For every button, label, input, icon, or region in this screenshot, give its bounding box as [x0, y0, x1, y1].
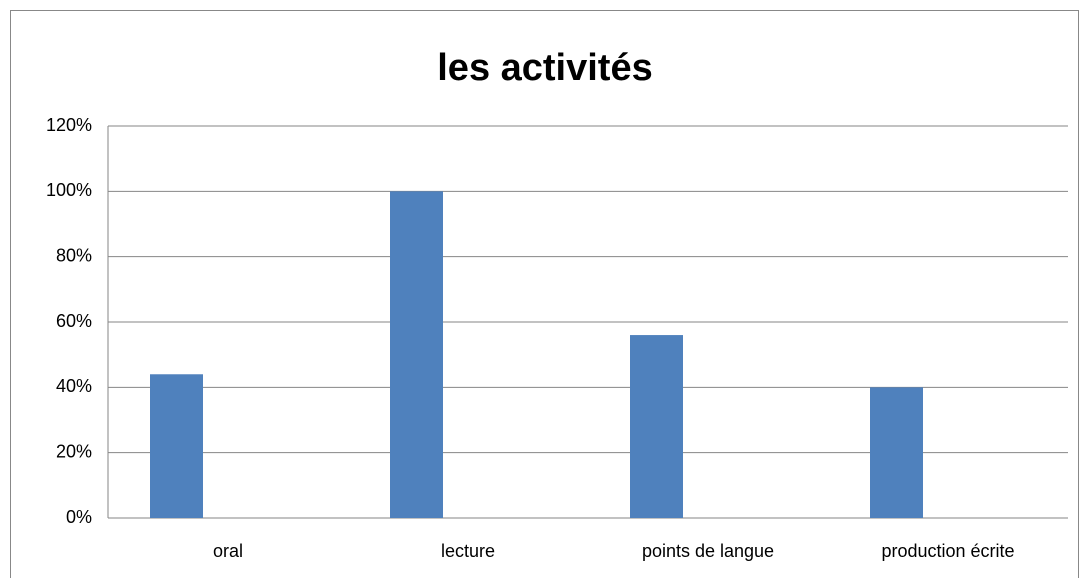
- y-tick-label: 80%: [56, 245, 92, 265]
- bar: [870, 387, 923, 518]
- bar: [630, 335, 683, 518]
- x-tick-label: points de langue: [642, 541, 774, 561]
- y-tick-label: 0%: [66, 507, 92, 527]
- x-tick-label: oral: [213, 541, 243, 561]
- x-tick-label: lecture: [441, 541, 495, 561]
- chart-title: les activités: [437, 47, 652, 89]
- y-tick-label: 60%: [56, 311, 92, 331]
- x-tick-label: production écrite: [881, 541, 1014, 561]
- y-tick-label: 120%: [46, 115, 92, 135]
- bar: [150, 374, 203, 518]
- y-tick-label: 20%: [56, 441, 92, 461]
- y-tick-label: 100%: [46, 180, 92, 200]
- bar: [390, 191, 443, 519]
- y-tick-label: 40%: [56, 376, 92, 396]
